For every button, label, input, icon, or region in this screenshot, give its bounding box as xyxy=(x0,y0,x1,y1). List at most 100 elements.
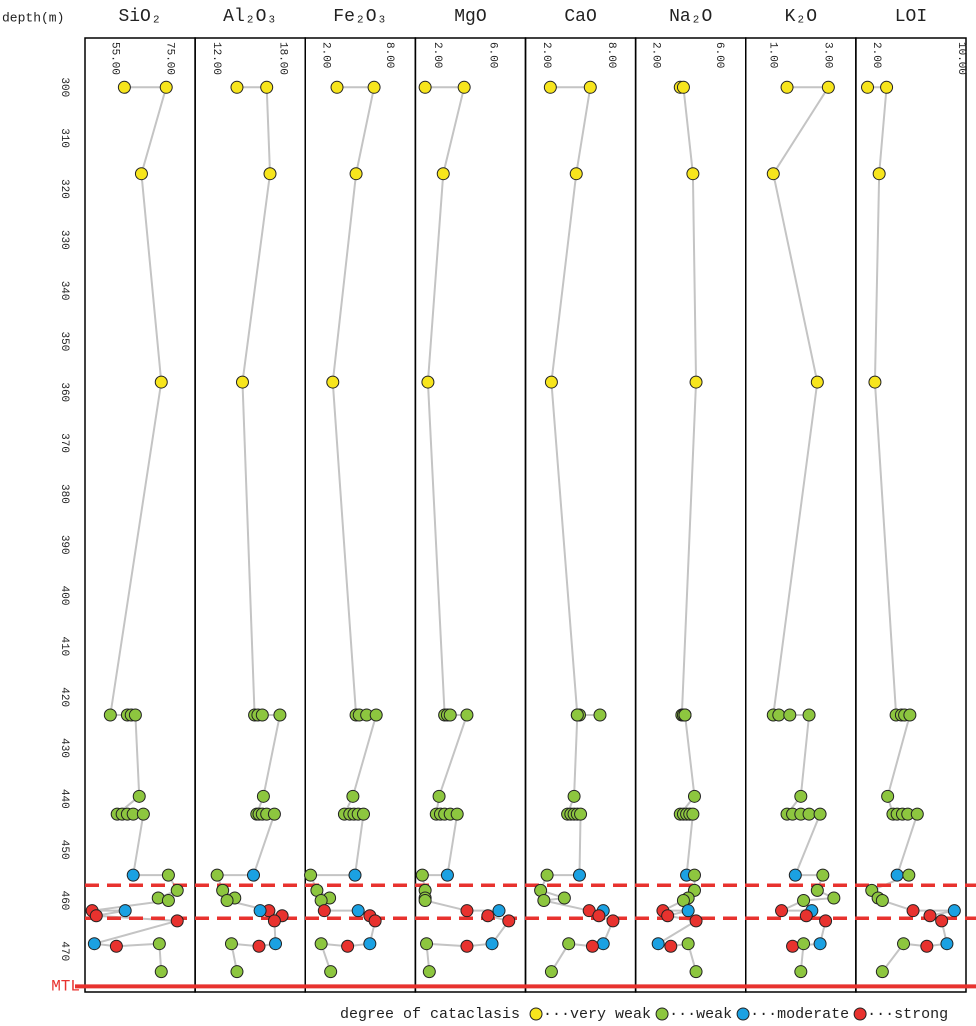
data-point xyxy=(875,894,889,908)
panel-frame xyxy=(745,37,857,993)
data-point xyxy=(230,965,244,979)
data-point xyxy=(460,939,474,953)
y-tick-label: 450 xyxy=(58,840,70,860)
data-point xyxy=(593,708,607,722)
data-point xyxy=(569,167,583,181)
y-tick-label: 300 xyxy=(58,77,70,97)
data-point xyxy=(432,789,446,803)
legend-swatch xyxy=(736,1007,750,1021)
data-point xyxy=(797,894,811,908)
data-point xyxy=(118,904,132,918)
data-point xyxy=(154,965,168,979)
data-point xyxy=(367,80,381,94)
legend-label: ···strong xyxy=(867,1006,948,1023)
data-point xyxy=(651,937,665,951)
y-tick-label: 340 xyxy=(58,281,70,301)
data-point xyxy=(570,708,584,722)
data-point xyxy=(788,868,802,882)
panel-title: LOI xyxy=(895,7,927,27)
data-point xyxy=(810,883,824,897)
panel-title: Fe₂O₃ xyxy=(333,7,387,27)
data-point xyxy=(161,894,175,908)
data-point xyxy=(903,708,917,722)
panel-title: MgO xyxy=(454,7,486,27)
data-point xyxy=(136,807,150,821)
data-point xyxy=(492,904,506,918)
data-point xyxy=(794,965,808,979)
data-point xyxy=(681,937,695,951)
data-point xyxy=(256,789,270,803)
data-point xyxy=(537,894,551,908)
legend-swatch xyxy=(853,1007,867,1021)
y-tick-label: 370 xyxy=(58,433,70,453)
trend-line xyxy=(92,86,179,972)
data-point xyxy=(689,914,703,928)
data-point xyxy=(923,909,937,923)
data-point xyxy=(134,167,148,181)
data-point xyxy=(267,914,281,928)
y-tick-label: 430 xyxy=(58,738,70,758)
data-point xyxy=(592,909,606,923)
data-point xyxy=(567,789,581,803)
x-tick-label: 8.00 xyxy=(383,42,395,68)
data-point xyxy=(574,807,588,821)
data-point xyxy=(661,909,675,923)
data-point xyxy=(821,80,835,94)
data-point xyxy=(440,868,454,882)
data-point xyxy=(606,914,620,928)
data-point xyxy=(544,375,558,389)
data-point xyxy=(810,375,824,389)
data-point xyxy=(224,937,238,951)
data-point xyxy=(687,868,701,882)
data-point xyxy=(230,80,244,94)
y-tick-label: 440 xyxy=(58,789,70,809)
data-point xyxy=(443,708,457,722)
data-point xyxy=(341,939,355,953)
data-point xyxy=(132,789,146,803)
data-point xyxy=(351,904,365,918)
data-point xyxy=(813,937,827,951)
data-point xyxy=(681,904,695,918)
data-point xyxy=(920,939,934,953)
x-tick-label: 1.00 xyxy=(766,42,778,68)
data-point xyxy=(363,937,377,951)
x-tick-label: 75.00 xyxy=(163,42,175,75)
data-point xyxy=(436,167,450,181)
y-axis-label: depth(m) xyxy=(2,10,64,25)
y-tick-label: 360 xyxy=(58,382,70,402)
data-point xyxy=(159,80,173,94)
data-point xyxy=(689,375,703,389)
y-tick-label: 380 xyxy=(58,484,70,504)
legend-title: degree of cataclasis xyxy=(340,1006,520,1023)
data-point xyxy=(766,167,780,181)
legend-label: ···very weak xyxy=(543,1006,651,1023)
x-tick-label: 2.00 xyxy=(650,42,662,68)
legend-swatch xyxy=(655,1007,669,1021)
trend-line xyxy=(421,86,511,972)
data-point xyxy=(481,909,495,923)
data-point xyxy=(947,904,961,918)
trend-line xyxy=(215,86,285,972)
y-tick-label: 420 xyxy=(58,687,70,707)
x-tick-label: 3.00 xyxy=(821,42,833,68)
y-tick-label: 310 xyxy=(58,128,70,148)
data-point xyxy=(170,914,184,928)
data-point xyxy=(596,937,610,951)
panel-frame xyxy=(855,37,967,993)
data-point xyxy=(368,914,382,928)
data-point xyxy=(897,937,911,951)
data-point xyxy=(253,904,267,918)
data-point xyxy=(252,939,266,953)
data-point xyxy=(689,965,703,979)
data-point xyxy=(304,868,318,882)
panel-title: CaO xyxy=(564,7,596,27)
data-point xyxy=(678,708,692,722)
y-tick-label: 330 xyxy=(58,230,70,250)
data-point xyxy=(235,375,249,389)
data-point xyxy=(485,937,499,951)
data-point xyxy=(572,868,586,882)
data-point xyxy=(540,868,554,882)
x-tick-label: 2.00 xyxy=(870,42,882,68)
data-point xyxy=(819,914,833,928)
data-point xyxy=(210,868,224,882)
